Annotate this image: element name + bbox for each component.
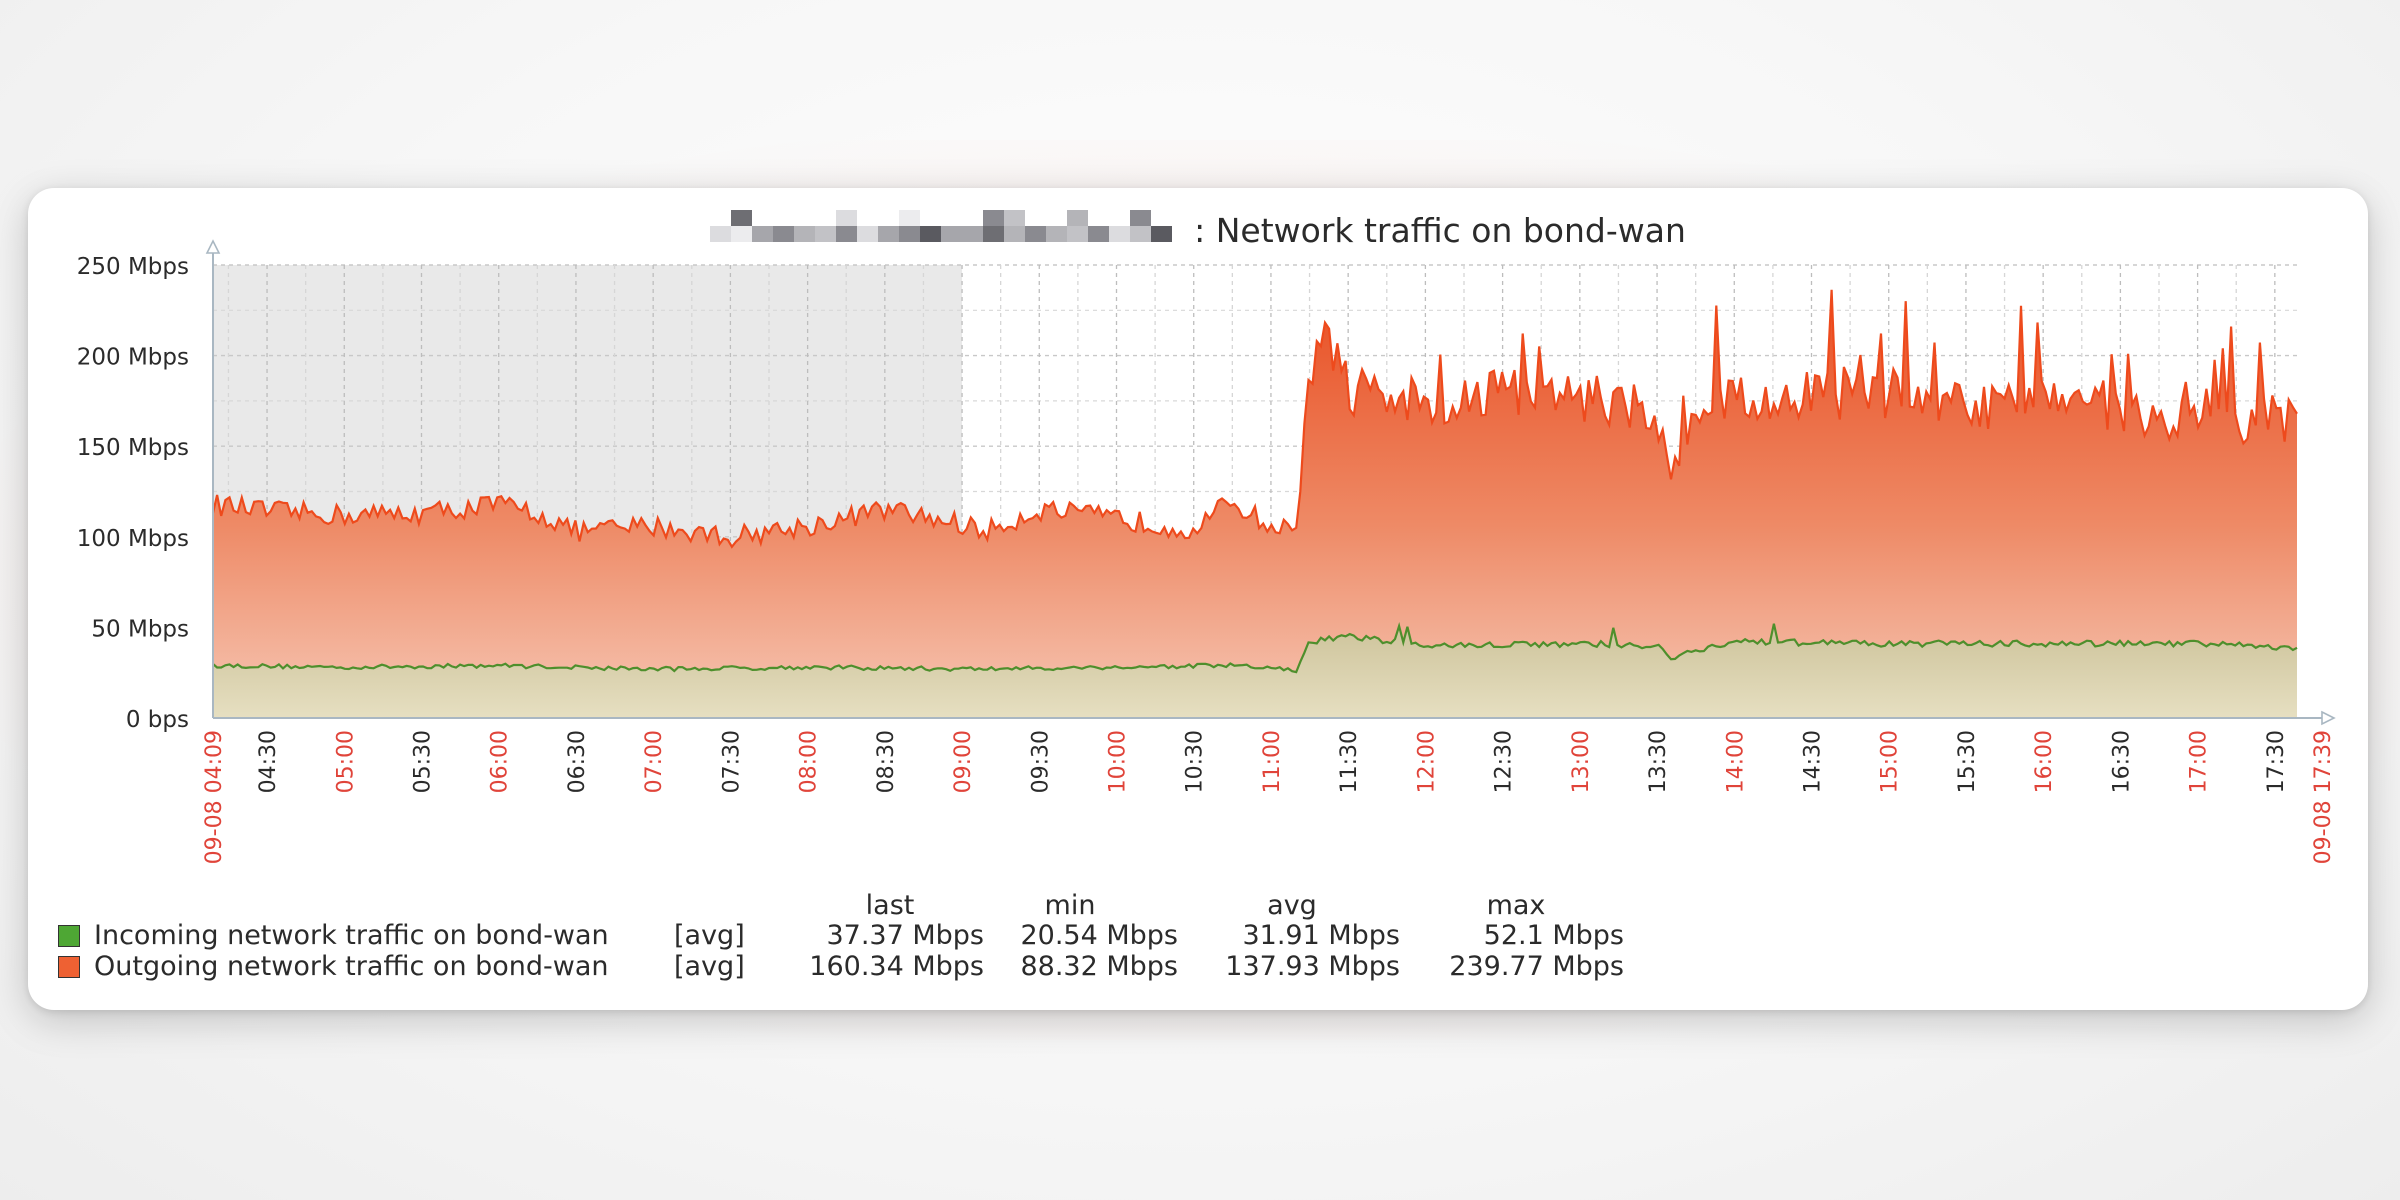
x-tick-label: 10:00 (1106, 730, 1131, 793)
y-axis-arrow (205, 239, 221, 254)
legend-func: [avg] (674, 951, 745, 982)
redaction-pixel (1151, 226, 1173, 242)
x-axis-labels: 09-08 04:09 04:30 05:00 05:30 06:00 06:30 07:0… (202, 730, 2336, 864)
x-tick-label: 17:00 (2187, 730, 2212, 793)
x-tick-label: 12:30 (1492, 730, 1517, 793)
redaction-pixel (962, 226, 984, 242)
legend-min: 88.32 Mbps (1020, 951, 1178, 982)
redaction-pixel (1109, 226, 1131, 242)
redaction-pixel (983, 226, 1005, 242)
redaction-pixel (1088, 226, 1110, 242)
chart-axes (205, 239, 2336, 726)
legend-min: 20.54 Mbps (1020, 920, 1178, 951)
chart-title: : Network traffic on bond-wan (28, 202, 2368, 250)
incoming-traffic-line (212, 621, 2298, 674)
x-tick-label: 06:00 (488, 730, 513, 793)
redaction-pixel (1004, 226, 1026, 242)
legend-last: 37.37 Mbps (826, 920, 984, 951)
redaction-pixel (794, 226, 816, 242)
x-tick-label: 16:30 (2109, 730, 2134, 793)
redaction-pixel (773, 226, 795, 242)
redaction-pixel (878, 226, 900, 242)
x-tick-label: 04:30 (256, 730, 281, 793)
redaction-pixel (731, 210, 753, 226)
x-tick-label: 07:00 (642, 730, 667, 793)
graph-panel: : Network traffic on bond-wan 0 bps 50 Mb… (28, 188, 2368, 1010)
redaction-pixel (752, 226, 774, 242)
redaction-pixel (1067, 226, 1089, 242)
x-tick-label: 16:00 (2032, 730, 2057, 793)
legend-header-min: min (1044, 890, 1096, 921)
x-tick-label: 05:00 (333, 730, 358, 793)
redaction-pixel (899, 226, 921, 242)
y-axis-labels: 0 bps 50 Mbps 100 Mbps 150 Mbps 200 Mbps 250 … (77, 254, 189, 733)
x-tick-label: 08:30 (874, 730, 899, 793)
legend-series-name: Incoming network traffic on bond-wan (94, 920, 609, 951)
x-tick-label: 11:30 (1337, 730, 1362, 793)
x-tick-label: 17:30 (2264, 730, 2289, 793)
x-tick-label: 10:30 (1183, 730, 1208, 793)
redaction-pixel (836, 210, 858, 226)
outgoing-traffic-area (213, 289, 2297, 718)
legend-header-last: last (865, 890, 915, 921)
x-tick-label: 13:00 (1569, 730, 1594, 793)
x-tick-label: 13:30 (1646, 730, 1671, 793)
y-tick-label: 0 bps (126, 707, 189, 733)
legend-swatch-outgoing (58, 956, 80, 978)
redaction-pixel (815, 226, 837, 242)
y-tick-label: 150 Mbps (77, 435, 189, 461)
x-tick-label: 14:00 (1723, 730, 1748, 793)
x-tick-label: 12:00 (1414, 730, 1439, 793)
traffic-chart: 0 bps 50 Mbps 100 Mbps 150 Mbps 200 Mbps 250 … (77, 239, 2336, 864)
redaction-pixel (983, 210, 1005, 226)
legend-func: [avg] (674, 920, 745, 951)
legend-avg: 137.93 Mbps (1225, 951, 1400, 982)
redaction-pixel (1067, 210, 1089, 226)
legend-series-name: Outgoing network traffic on bond-wan (94, 951, 609, 982)
redaction-pixel (1004, 210, 1026, 226)
redaction-pixel (1025, 226, 1047, 242)
y-tick-label: 200 Mbps (77, 345, 189, 371)
x-tick-label: 09:30 (1028, 730, 1053, 793)
legend-max: 239.77 Mbps (1449, 951, 1624, 982)
redaction-pixel (941, 226, 963, 242)
redaction-pixel (899, 210, 921, 226)
outgoing-traffic-line (211, 289, 2298, 549)
legend-max: 52.1 Mbps (1483, 920, 1624, 951)
x-end-label: 09-08 17:39 (2311, 730, 2336, 864)
redacted-host-name (710, 210, 1173, 242)
legend-last: 160.34 Mbps (809, 951, 984, 982)
redaction-pixel (857, 226, 879, 242)
legend-avg: 31.91 Mbps (1242, 920, 1400, 951)
redaction-pixel (920, 226, 942, 242)
redaction-pixel (1130, 210, 1152, 226)
x-tick-label: 15:00 (1878, 730, 1903, 793)
legend-row-outgoing: Outgoing network traffic on bond-wan [av… (42, 951, 1642, 983)
chart-title-text: : Network traffic on bond-wan (1194, 211, 1686, 250)
redaction-pixel (731, 226, 753, 242)
x-tick-label: 11:00 (1260, 730, 1285, 793)
x-tick-label: 06:30 (565, 730, 590, 793)
redaction-pixel (836, 226, 858, 242)
x-tick-label: 15:30 (1955, 730, 1980, 793)
x-tick-label: 05:30 (411, 730, 436, 793)
legend-header-max: max (1486, 890, 1546, 921)
y-tick-label: 50 Mbps (91, 616, 189, 642)
y-tick-label: 100 Mbps (77, 526, 189, 552)
redaction-pixel (1046, 226, 1068, 242)
x-start-label: 09-08 04:09 (202, 730, 227, 864)
x-tick-label: 08:00 (797, 730, 822, 793)
x-tick-label: 09:00 (951, 730, 976, 793)
y-tick-label: 250 Mbps (77, 254, 189, 280)
x-axis-arrow (2321, 710, 2336, 726)
redaction-pixel (1130, 226, 1152, 242)
x-tick-label: 14:30 (1801, 730, 1826, 793)
legend-swatch-incoming (58, 925, 80, 947)
incoming-traffic-area (213, 623, 2297, 718)
legend-row-incoming: Incoming network traffic on bond-wan [av… (42, 920, 1642, 952)
legend-header-avg: avg (1267, 890, 1317, 921)
redaction-pixel (710, 226, 732, 242)
x-tick-label: 07:30 (719, 730, 744, 793)
